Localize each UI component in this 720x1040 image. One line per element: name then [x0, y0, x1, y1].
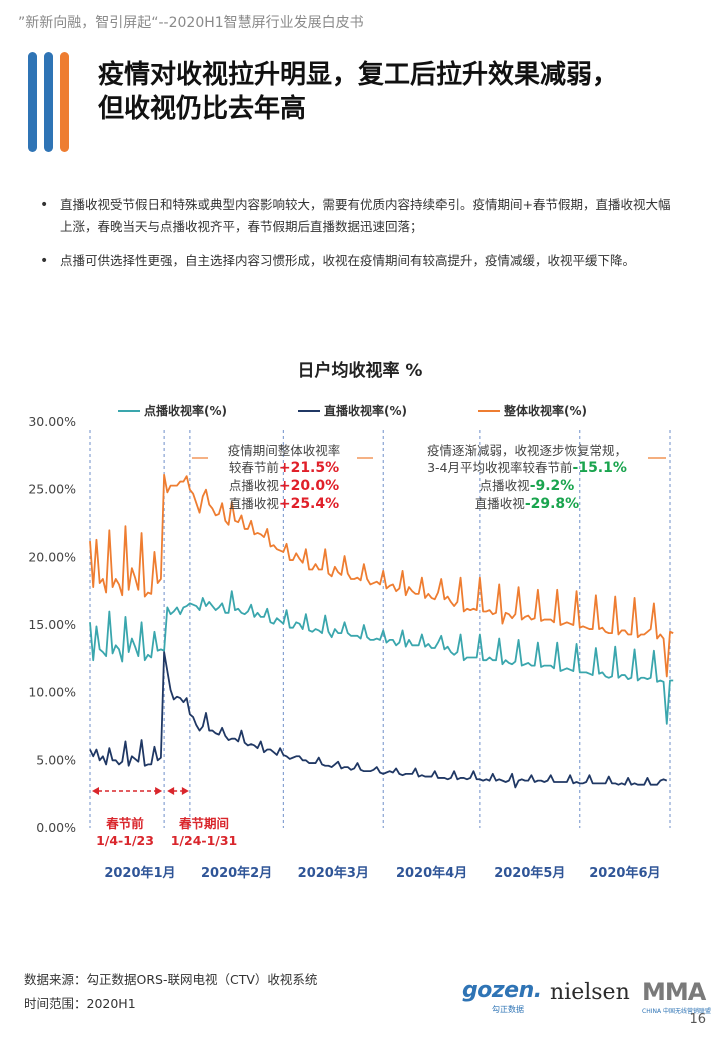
- gozen-logo-subtitle: 勾正数据: [492, 1005, 524, 1014]
- annotation-line: 疫情逐渐减弱，收视逐步恢复常规，: [426, 443, 627, 458]
- period-label-before-spring: 春节前 1/4-1/23: [88, 815, 162, 849]
- annotation-value: +20.0%: [278, 478, 340, 494]
- page-number: 16: [689, 1012, 706, 1027]
- annotation-line: 较春节前+21.5%: [196, 459, 372, 477]
- bullet-item: • 直播收视受节假日和特殊或典型内容影响较大，需要有优质内容持续牵引。疫情期间+…: [40, 194, 680, 238]
- annotation-value: -9.2%: [529, 478, 575, 494]
- x-month-label: 2020年2月: [201, 865, 272, 881]
- page-title-line-2: 但收视仍比去年高: [98, 94, 307, 124]
- x-month-label: 2020年4月: [396, 865, 467, 881]
- y-tick-label: 15.00%: [28, 617, 76, 632]
- annotation-line: 点播收视-9.2%: [402, 477, 652, 495]
- series-line: [89, 473, 674, 678]
- annotation-value: +21.5%: [278, 460, 340, 476]
- annotation-line: 疫情期间整体收视率: [227, 443, 341, 458]
- y-tick-label: 0.00%: [36, 820, 76, 835]
- period-dates: 1/24-1/31: [170, 833, 238, 848]
- annotation-label: 直播收视: [474, 496, 525, 511]
- bullet-text: 点播可供选择性更强，自主选择内容习惯形成，收视在疫情期间有较高提升，疫情减缓，收…: [60, 253, 636, 268]
- chart-legend: 点播收视率(%) 直播收视率(%) 整体收视率(%): [118, 403, 666, 459]
- annotation-label: 点播收视: [479, 478, 530, 493]
- mma-logo-subtitle: CHINA 中国无线营销联盟: [642, 1008, 711, 1015]
- annotation-value: -15.1%: [572, 460, 627, 476]
- period-label-spring-festival: 春节期间 1/24-1/31: [164, 815, 244, 849]
- arrow-head-icon: [167, 787, 175, 795]
- period-dates: 1/4-1/23: [96, 833, 154, 848]
- viewing-rate-line-chart: 点播收视率(%) 直播收视率(%) 整体收视率(%) 0.00% 5.00% 10.00…: [28, 403, 674, 881]
- period-name: 春节期间: [178, 816, 229, 831]
- annotation-value: -29.8%: [524, 496, 580, 512]
- arrow-head-icon: [155, 787, 163, 795]
- mma-logo: MMA: [642, 978, 706, 1006]
- arrow-head-icon: [181, 787, 189, 795]
- bullet-dot-icon: •: [40, 197, 49, 213]
- annotation-label: 较春节前: [228, 460, 279, 475]
- annotation-label: 点播收视: [228, 478, 279, 493]
- period-name: 春节前: [106, 816, 144, 831]
- annotation-recovery-period: 疫情逐渐减弱，收视逐步恢复常规， 3-4月平均收视率较春节前-15.1% 点播收…: [402, 442, 652, 513]
- x-axis: 2020年1月 2020年2月 2020年3月 2020年4月 2020年5月 2020年…: [104, 865, 660, 881]
- report-header: ”新新向融，智引屏起“--2020H1智慧屏行业发展白皮书: [18, 15, 364, 31]
- annotation-line: 3-4月平均收视率较春节前-15.1%: [402, 459, 652, 477]
- annotation-label: 直播收视: [228, 496, 279, 511]
- accent-bar-orange: [60, 52, 69, 152]
- y-axis: 0.00% 5.00% 10.00% 15.00% 20.00% 25.00% 30.00%: [28, 414, 76, 835]
- x-month-label: 2020年6月: [589, 865, 660, 881]
- legend-label: 点播收视率(%): [144, 403, 227, 418]
- series-lines: [89, 473, 674, 789]
- annotation-value: +25.4%: [278, 496, 340, 512]
- page-title-line-1: 疫情对收视拉升明显，复工后拉升效果减弱，: [98, 60, 619, 90]
- period-arrows: [92, 787, 189, 795]
- series-line: [89, 590, 674, 725]
- annotation-epidemic-period: 疫情期间整体收视率 较春节前+21.5% 点播收视+20.0% 直播收视+25.…: [196, 442, 372, 513]
- annotation-line: 直播收视-29.8%: [402, 495, 652, 513]
- data-source: 数据来源：勾正数据ORS-联网电视（CTV）收视系统: [24, 972, 318, 987]
- accent-bar-blue-1: [28, 52, 37, 152]
- annotation-line: 点播收视+20.0%: [196, 477, 372, 495]
- page-title: 疫情对收视拉升明显，复工后拉升效果减弱， 但收视仍比去年高: [98, 58, 698, 126]
- x-month-label: 2020年3月: [298, 865, 369, 881]
- bullet-text: 直播收视受节假日和特殊或典型内容影响较大，需要有优质内容持续牵引。疫情期间+春节…: [60, 197, 671, 234]
- y-tick-label: 10.00%: [28, 685, 76, 700]
- nielsen-logo: nielsen: [550, 980, 630, 1005]
- gozen-logo: gozen.: [462, 978, 542, 1003]
- y-tick-label: 20.00%: [28, 549, 76, 564]
- bullet-dot-icon: •: [40, 253, 49, 269]
- bullet-list: • 直播收视受节假日和特殊或典型内容影响较大，需要有优质内容持续牵引。疫情期间+…: [40, 194, 680, 284]
- y-tick-label: 5.00%: [36, 752, 76, 767]
- legend-label: 整体收视率(%): [503, 403, 587, 418]
- time-range: 时间范围：2020H1: [24, 996, 136, 1011]
- y-tick-label: 25.00%: [28, 482, 76, 497]
- series-line: [89, 651, 668, 789]
- chart-title: 日户均收视率 %: [297, 361, 423, 381]
- y-tick-label: 30.00%: [28, 414, 76, 429]
- arrow-head-icon: [92, 787, 99, 795]
- x-month-label: 2020年1月: [104, 865, 175, 881]
- accent-bar-blue-2: [44, 52, 53, 152]
- bullet-item: • 点播可供选择性更强，自主选择内容习惯形成，收视在疫情期间有较高提升，疫情减缓…: [40, 250, 680, 272]
- title-accent-bars: [28, 52, 72, 152]
- partner-logos: gozen. 勾正数据 nielsen MMA CHINA 中国无线营销联盟: [462, 978, 712, 1015]
- x-month-label: 2020年5月: [494, 865, 565, 881]
- annotation-line: 直播收视+25.4%: [196, 495, 372, 513]
- legend-label: 直播收视率(%): [324, 403, 407, 418]
- footer-notes: 数据来源：勾正数据ORS-联网电视（CTV）收视系统 时间范围：2020H1: [24, 968, 317, 1016]
- annotation-label: 3-4月平均收视率较春节前: [427, 460, 573, 475]
